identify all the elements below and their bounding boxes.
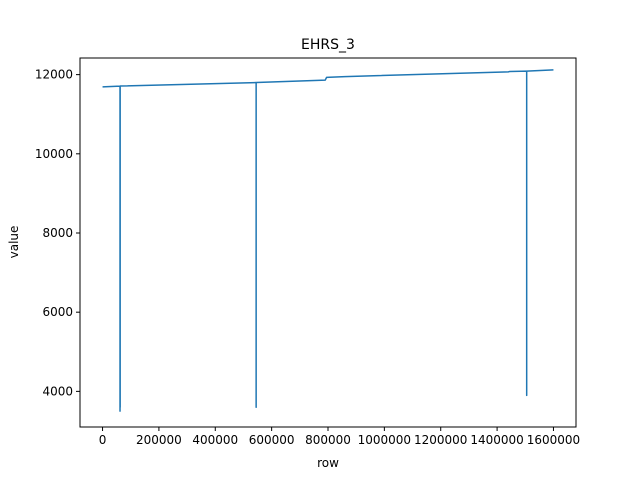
x-tick-label: 1200000 [414, 433, 467, 447]
x-tick-label: 0 [99, 433, 107, 447]
y-tick-label: 12000 [35, 68, 73, 82]
x-tick-label: 1400000 [470, 433, 523, 447]
x-tick-label: 800000 [305, 433, 351, 447]
plot-frame [79, 57, 577, 428]
x-tick-label: 1600000 [527, 433, 580, 447]
y-tick-label: 4000 [42, 384, 73, 398]
y-axis-ticks: 4000 6000 8000 10000 12000 [35, 68, 80, 398]
y-tick-label: 8000 [42, 226, 73, 240]
plot-lines [102, 69, 554, 412]
chart-title: EHRS_3 [301, 37, 355, 53]
x-axis-ticks: 0 200000 400000 600000 800000 1000000 1200000 1… [99, 427, 580, 447]
y-tick-label: 6000 [42, 305, 73, 319]
y-tick-label: 10000 [35, 147, 73, 161]
x-tick-label: 400000 [192, 433, 238, 447]
series-line [102, 69, 554, 412]
x-axis-label: row [317, 456, 339, 470]
x-tick-label: 600000 [249, 433, 295, 447]
y-axis-label: value [7, 226, 21, 259]
x-tick-label: 1000000 [358, 433, 411, 447]
x-tick-label: 200000 [136, 433, 182, 447]
